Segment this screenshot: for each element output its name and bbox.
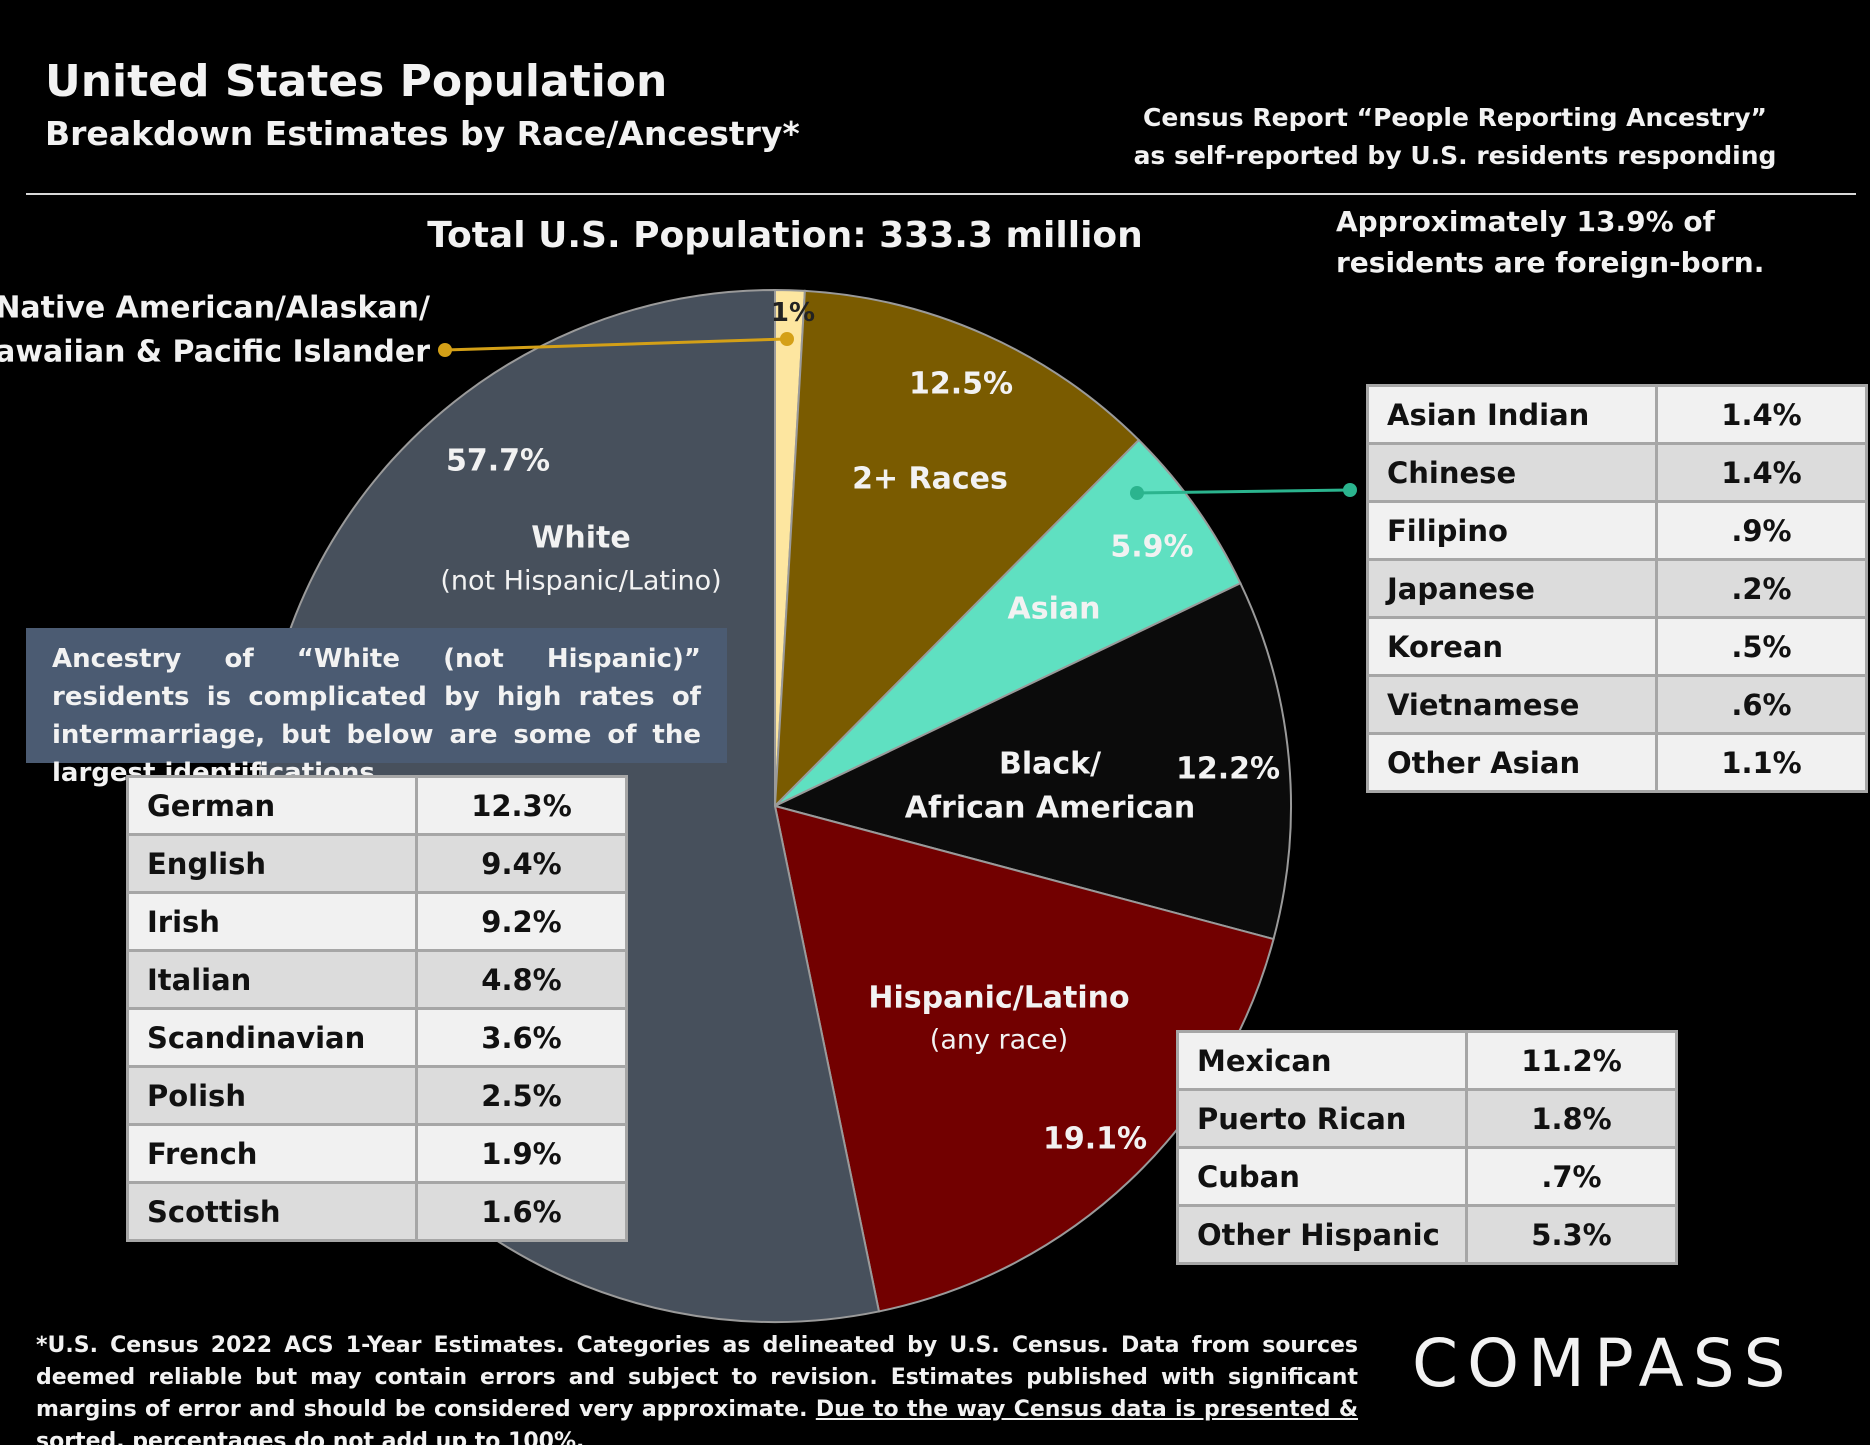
hispanic-table: Mexican 11.2% Puerto Rican 1.8% Cuban .7% Othe…	[1176, 1030, 1678, 1265]
foreign-born-note: Approximately 13.9% of	[1336, 205, 1715, 238]
leader-dot	[1130, 486, 1144, 500]
table-row: French 1.9%	[126, 1123, 628, 1184]
leader-line	[444, 337, 788, 352]
table-row: Polish 2.5%	[126, 1065, 628, 1126]
category-label: Asian	[1007, 591, 1101, 627]
asian-table: Asian Indian 1.4% Chinese 1.4% Filipino .9% Ja…	[1366, 384, 1868, 793]
value-label: 19.1%	[1042, 1121, 1148, 1157]
table-value: .9%	[1655, 500, 1868, 561]
footnote-underlined: Due to the way Census data is presented …	[36, 1397, 1359, 1445]
table-value: 1.9%	[415, 1123, 628, 1184]
table-row: Vietnamese .6%	[1366, 674, 1868, 735]
value-label: 12.5%	[908, 366, 1014, 402]
footnote-text: *U.S. Census 2022 ACS 1-Year Estimates. …	[36, 1333, 1358, 1422]
table-value: .5%	[1655, 616, 1868, 677]
table-value: 1.1%	[1655, 732, 1868, 793]
source-note: Census Report “People Reporting Ancestry…	[1143, 103, 1767, 132]
table-row: Italian 4.8%	[126, 949, 628, 1010]
value-label: 12.2%	[1175, 751, 1281, 787]
value-label: 5.9%	[1110, 529, 1194, 565]
table-value: 1.6%	[415, 1181, 628, 1242]
table-value: 2.5%	[415, 1065, 628, 1126]
logo: COMPASS	[1412, 1325, 1795, 1402]
table-label: Scandinavian	[126, 1007, 418, 1068]
table-label: Chinese	[1366, 442, 1658, 503]
table-row: German 12.3%	[126, 775, 628, 836]
leader-line	[1136, 488, 1351, 495]
pie-slice	[772, 581, 1292, 941]
table-label: Filipino	[1366, 500, 1658, 561]
table-value: 9.4%	[415, 833, 628, 894]
title: United States Population	[45, 56, 668, 107]
table-value: 1.4%	[1655, 384, 1868, 445]
table-row: Scandinavian 3.6%	[126, 1007, 628, 1068]
table-label: Mexican	[1176, 1030, 1468, 1091]
table-label: Scottish	[126, 1181, 418, 1242]
table-value: .6%	[1655, 674, 1868, 735]
table-row: Scottish 1.6%	[126, 1181, 628, 1242]
pie-slice	[773, 289, 1141, 809]
category-label: Hispanic/Latino	[868, 980, 1130, 1016]
table-value: .2%	[1655, 558, 1868, 619]
divider	[26, 193, 1856, 195]
callout: Ancestry of “White (not Hispanic)” resid…	[26, 628, 727, 788]
footnote: *U.S. Census 2022 ACS 1-Year Estimates. …	[36, 1330, 1358, 1445]
pie-slice	[773, 804, 1275, 1313]
table-label: German	[126, 775, 418, 836]
table-label: Other Hispanic	[1176, 1204, 1468, 1265]
source-note: as self-reported by U.S. residents respo…	[1133, 141, 1777, 170]
foreign-born-note: residents are foreign-born.	[1336, 246, 1765, 279]
table-label: English	[126, 833, 418, 894]
table-value: 4.8%	[415, 949, 628, 1010]
table-row: Other Asian 1.1%	[1366, 732, 1868, 793]
table-row: English 9.4%	[126, 833, 628, 894]
ancestry-table: German 12.3% English 9.4% Irish 9.2% Italian 4.…	[126, 775, 628, 1242]
category-label: Black/ African American	[904, 746, 1196, 826]
value-label: 1%	[770, 298, 816, 329]
table-row: Irish 9.2%	[126, 891, 628, 952]
leader-dot	[1343, 483, 1357, 497]
table-label: Italian	[126, 949, 418, 1010]
pie-slice	[774, 438, 1242, 807]
chart-title: Total U.S. Population: 333.3 million	[427, 215, 1143, 256]
category-label: 2+ Races	[852, 461, 1008, 497]
table-label: Cuban	[1176, 1146, 1468, 1207]
table-value: 12.3%	[415, 775, 628, 836]
table-row: Puerto Rican 1.8%	[1176, 1088, 1678, 1149]
table-row: Asian Indian 1.4%	[1366, 384, 1868, 445]
table-label: Japanese	[1366, 558, 1658, 619]
subtitle: Breakdown Estimates by Race/Ancestry*	[45, 114, 800, 153]
table-row: Korean .5%	[1366, 616, 1868, 677]
table-row: Mexican 11.2%	[1176, 1030, 1678, 1091]
table-label: Polish	[126, 1065, 418, 1126]
leader-dot	[438, 343, 452, 357]
category-label: White	[531, 520, 631, 556]
table-row: Cuban .7%	[1176, 1146, 1678, 1207]
table-value: .7%	[1465, 1146, 1678, 1207]
category-note: (any race)	[929, 1024, 1069, 1056]
table-row: Chinese 1.4%	[1366, 442, 1868, 503]
table-row: Japanese .2%	[1366, 558, 1868, 619]
table-value: 1.4%	[1655, 442, 1868, 503]
leader-dot	[780, 332, 794, 346]
table-label: Asian Indian	[1366, 384, 1658, 445]
table-value: 5.3%	[1465, 1204, 1678, 1265]
table-row: Filipino .9%	[1366, 500, 1868, 561]
value-label: 57.7%	[445, 443, 551, 479]
table-label: Korean	[1366, 616, 1658, 677]
table-label: Irish	[126, 891, 418, 952]
table-value: 3.6%	[415, 1007, 628, 1068]
table-value: 9.2%	[415, 891, 628, 952]
table-label: French	[126, 1123, 418, 1184]
table-value: 1.8%	[1465, 1088, 1678, 1149]
category-note: (not Hispanic/Latino)	[440, 565, 722, 597]
table-label: Vietnamese	[1366, 674, 1658, 735]
category-label: Native American/Alaskan/ Hawaiian & Paci…	[0, 290, 430, 370]
table-row: Other Hispanic 5.3%	[1176, 1204, 1678, 1265]
table-value: 11.2%	[1465, 1030, 1678, 1091]
table-label: Puerto Rican	[1176, 1088, 1468, 1149]
table-label: Other Asian	[1366, 732, 1658, 793]
